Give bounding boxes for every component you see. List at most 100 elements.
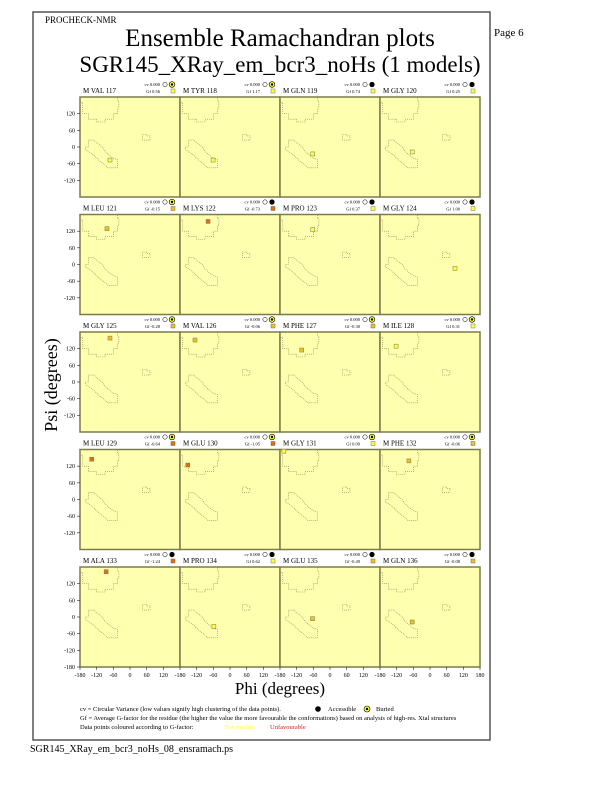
gf-colour-swatch [270, 558, 276, 564]
cv-clock-icon [362, 199, 368, 205]
data-point [409, 149, 415, 155]
panel-m-gly-125: M GLY 125 cv 0.000 Gf -0.28 120 60 0 -60 -120 [64, 316, 181, 433]
accessible-icon [169, 551, 175, 558]
data-point [192, 337, 198, 343]
buried-icon [168, 198, 176, 206]
cv-value: cv 0.000 [145, 317, 161, 322]
buried-icon [268, 81, 276, 88]
panel-m-gln-119: M GLN 119 cv 0.000 Gf 0.74 [279, 81, 381, 198]
data-point [107, 335, 113, 341]
y-tick-label: 60 [69, 481, 75, 487]
beta-region-outline [179, 214, 220, 240]
x-tick-label: -180 [75, 673, 86, 679]
panel-m-ile-128: M ILE 128 cv 0.000 Gf 0.31 [379, 316, 481, 433]
left-handed-region-outline [342, 486, 351, 493]
left-handed-region-outline [242, 604, 251, 611]
panel-m-glu-135: M GLU 135 cv 0.000 Gf -0.49 -180 -120 -60 0 60 1… [275, 551, 381, 679]
gf-value: Gf 0.09 [346, 442, 360, 447]
x-tick-label: 120 [359, 673, 368, 679]
data-point [299, 347, 304, 353]
y-tick-label: 60 [69, 128, 75, 134]
panel-background [379, 566, 481, 668]
y-tick-label: 0 [72, 380, 75, 386]
panel-m-ala-133: M ALA 133 cv 0.000 Gf -1.24 120 60 0 -60 -120 -1… [64, 551, 181, 679]
legend: cv = Circular Variance (low values signi… [80, 705, 457, 731]
data-point [310, 616, 315, 621]
residue-label: M PRO 123 [283, 205, 317, 213]
beta-region-outline [279, 566, 320, 593]
panel-background [279, 331, 381, 433]
y-tick-label: -60 [67, 279, 75, 285]
gf-value: Gf 0.37 [346, 207, 360, 212]
gf-value: Gf -0.30 [345, 324, 361, 329]
gf-colour-swatch [170, 323, 176, 329]
beta-region-outline [379, 96, 420, 123]
legend-buried: Buried [376, 706, 394, 713]
y-tick-label: 60 [69, 598, 75, 604]
left-handed-region-outline [242, 134, 251, 141]
beta-region-outline [79, 566, 120, 593]
cv-clock-icon [462, 317, 468, 322]
alpha-region-outline [85, 139, 118, 169]
left-handed-region-outline [342, 369, 351, 376]
alpha-region-outline [385, 609, 418, 639]
panel-background [279, 96, 381, 198]
cv-value: cv 0.000 [445, 200, 461, 205]
left-handed-region-outline [142, 486, 151, 493]
panel-m-gly-124: M GLY 124 cv 0.000 Gf 1.00 [379, 199, 481, 316]
residue-label: M GLY 120 [383, 87, 417, 95]
cv-clock-icon [462, 552, 468, 557]
gf-value: Gf -0.08 [445, 559, 461, 564]
cv-value: cv 0.000 [245, 82, 261, 87]
data-point [107, 157, 113, 163]
alpha-region-outline [285, 492, 318, 521]
x-tick-label: -180 [175, 673, 186, 679]
panel-background [379, 331, 481, 433]
panel-background [279, 213, 381, 316]
accessible-icon [315, 706, 321, 712]
x-tick-label: 120 [159, 673, 168, 679]
gf-colour-swatch [370, 88, 376, 94]
alpha-region-outline [285, 609, 318, 639]
cv-clock-icon [162, 82, 168, 87]
left-handed-region-outline [242, 369, 251, 376]
x-tick-label: 120 [259, 673, 268, 679]
gf-colour-swatch [270, 206, 276, 211]
left-handed-region-outline [342, 251, 351, 258]
beta-region-outline [79, 214, 120, 240]
y-tick-label: 120 [66, 582, 75, 588]
data-point [281, 448, 287, 454]
cv-clock-icon [162, 434, 168, 440]
cv-clock-icon [462, 434, 468, 440]
legend-favourable: Favourable [225, 724, 254, 731]
panel-background [79, 331, 181, 433]
accessible-icon [469, 199, 475, 205]
cv-value: cv 0.000 [145, 552, 161, 557]
alpha-region-outline [185, 257, 218, 286]
gf-colour-swatch [270, 441, 276, 446]
cv-value: cv 0.000 [345, 552, 361, 557]
gf-colour-swatch [470, 206, 476, 211]
legend-accessible: Accessible [328, 706, 356, 713]
panel-m-phe-132: M PHE 132 cv 0.000 Gf -0.06 [379, 433, 481, 551]
data-point [393, 343, 399, 349]
x-tick-label: 60 [344, 673, 350, 679]
cv-value: cv 0.000 [445, 435, 461, 440]
gf-value: Gf 0.31 [446, 324, 460, 329]
x-tick-label: 0 [329, 673, 332, 679]
gf-value: Gf -0.15 [145, 207, 161, 212]
residue-label: M LEU 129 [83, 440, 117, 448]
x-tick-label: 180 [476, 673, 485, 679]
gf-value: Gf -1.05 [245, 442, 261, 447]
page-number: Page 6 [494, 27, 524, 39]
residue-label: M LEU 121 [83, 205, 117, 213]
panel-background [279, 448, 381, 551]
residue-label: M VAL 126 [183, 322, 217, 330]
panel-m-pro-123: M PRO 123 cv 0.000 Gf 0.37 [279, 199, 381, 316]
left-handed-region-outline [142, 369, 151, 376]
y-tick-label: 0 [72, 263, 75, 269]
x-tick-label: -60 [309, 673, 317, 679]
gf-colour-swatch [470, 441, 476, 446]
gf-colour-swatch [170, 206, 176, 211]
beta-region-outline [379, 331, 420, 358]
